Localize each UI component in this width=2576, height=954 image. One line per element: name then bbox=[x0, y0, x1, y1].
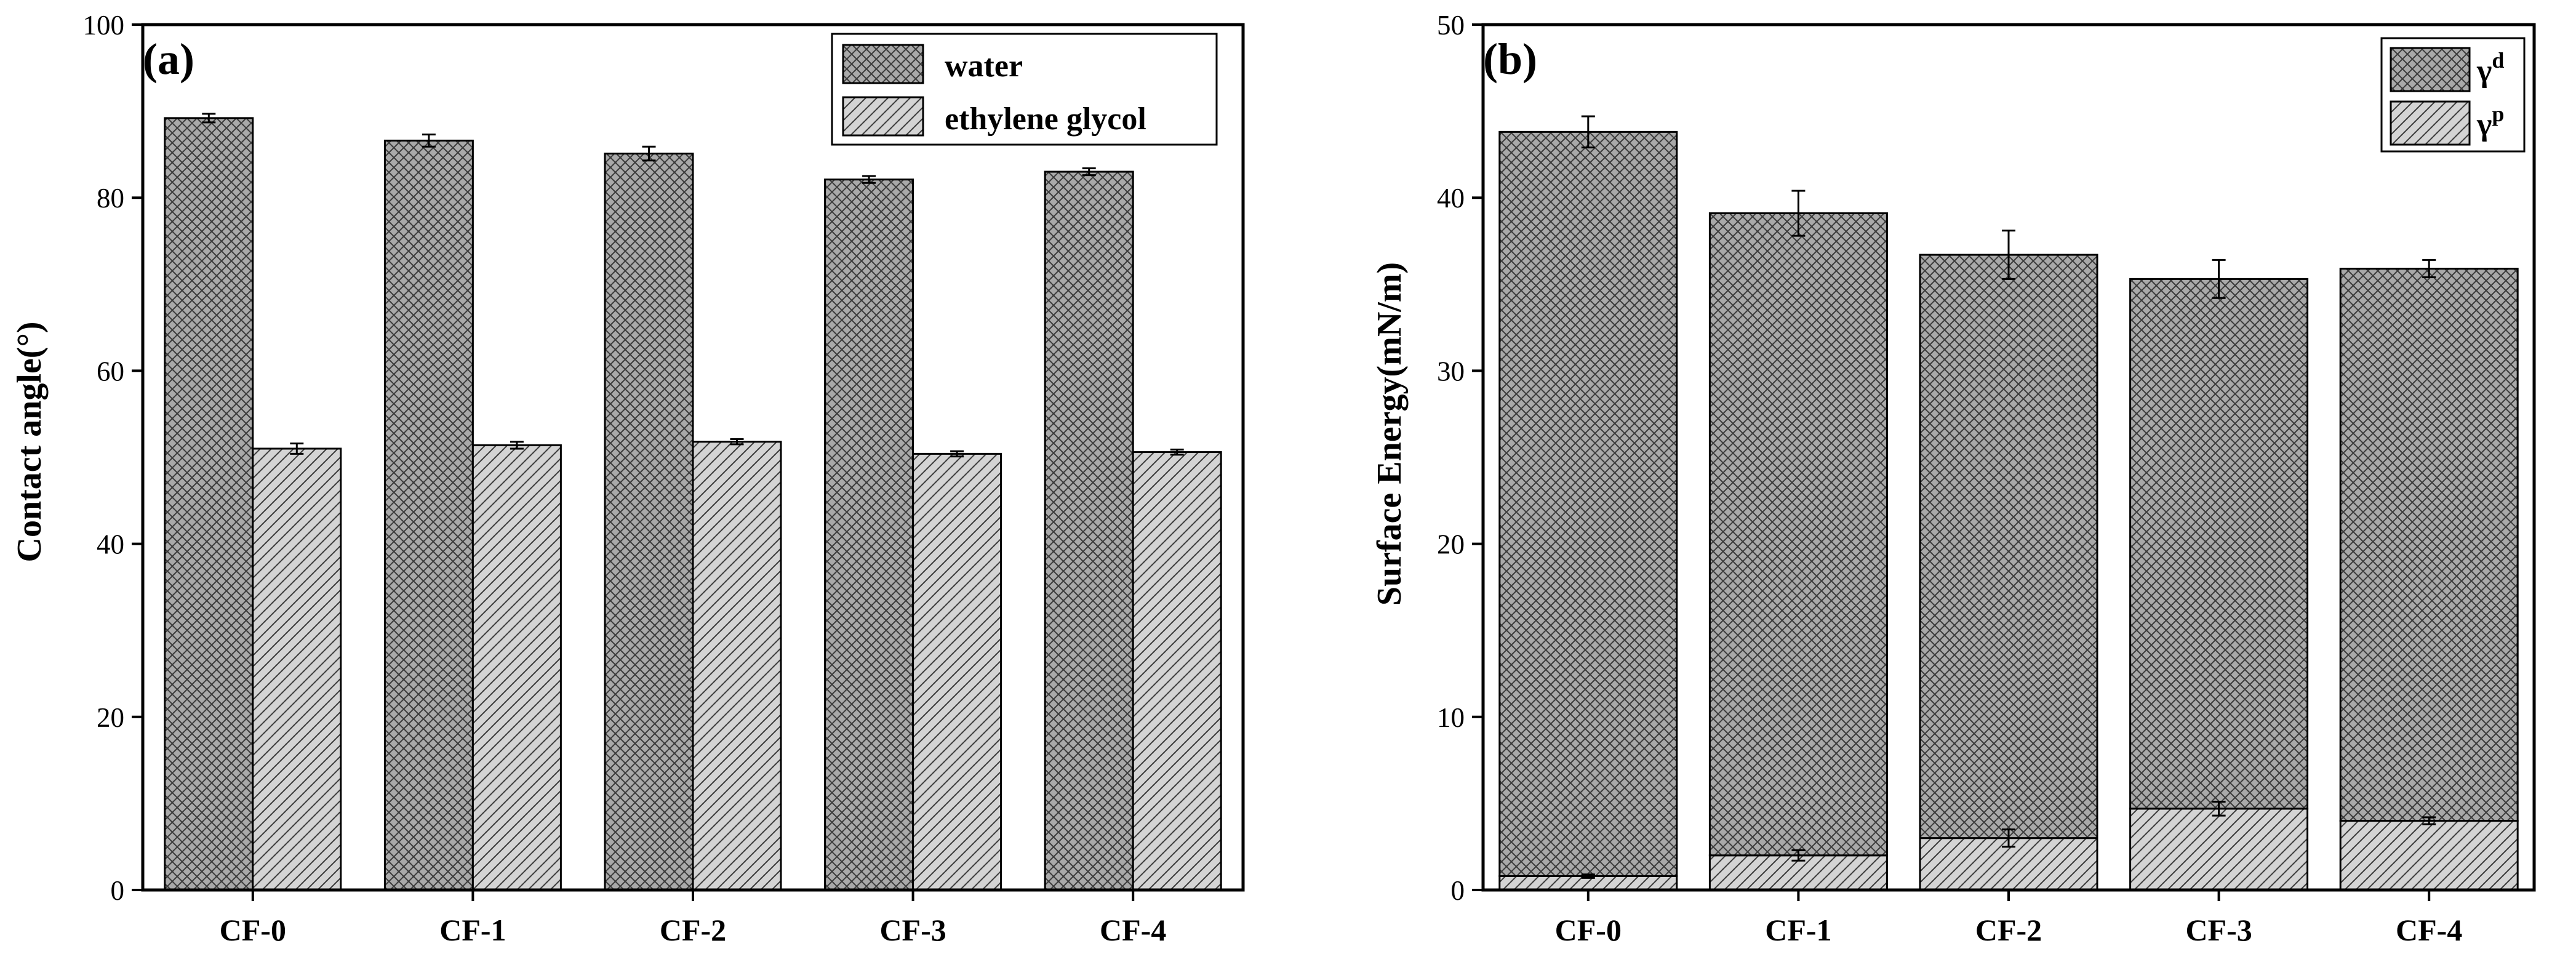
bar-water-cf-4 bbox=[1044, 170, 1134, 891]
panel-a-bars bbox=[164, 113, 1222, 891]
error-bar-water-cf-1 bbox=[422, 134, 436, 148]
panel-b-category-label-cf-4: CF-4 bbox=[2396, 913, 2462, 947]
legend-gamma-p: γ bbox=[2476, 107, 2492, 142]
error-bar-water-cf-3 bbox=[862, 175, 876, 184]
panel-b-legend: γd γp bbox=[2380, 37, 2526, 153]
bar-polar-cf-4 bbox=[2339, 820, 2519, 891]
error-bar-ethylene-glycol-cf-0 bbox=[290, 443, 304, 455]
panel-b-y-tick-label-5: 50 bbox=[1437, 10, 1465, 41]
panel-b-category-labels: CF-0 CF-1 CF-2 CF-3 CF-4 bbox=[1555, 890, 2462, 947]
panel-a-legend: water ethylene glycol bbox=[831, 33, 1218, 146]
error-bar-water-cf-2 bbox=[642, 145, 656, 162]
panel-a-category-label-cf-0: CF-0 bbox=[220, 913, 286, 947]
panel-a-category-label-cf-4: CF-4 bbox=[1100, 913, 1166, 947]
error-bar-ethylene-glycol-cf-4 bbox=[1170, 448, 1184, 456]
error-bar-dispersive-cf-4 bbox=[2422, 259, 2436, 279]
legend-swatch-ethylene-glycol bbox=[842, 96, 924, 137]
panel-a-category-label-cf-3: CF-3 bbox=[879, 913, 946, 947]
bar-polar-cf-3 bbox=[2129, 808, 2309, 891]
bar-dispersive-cf-1 bbox=[1708, 212, 1888, 857]
panel-b-y-tick-label-1: 10 bbox=[1437, 702, 1465, 733]
panel-b-y-ticks: 0 10 20 30 40 50 bbox=[1437, 10, 1483, 906]
bar-dispersive-cf-2 bbox=[1919, 254, 2098, 840]
error-bar-polar-cf-2 bbox=[2002, 828, 2015, 848]
panel-b-category-label-cf-0: CF-0 bbox=[1555, 913, 1622, 947]
panel-a-y-tick-label-1: 20 bbox=[97, 702, 124, 733]
legend-superscript-d: d bbox=[2492, 48, 2504, 73]
error-bar-ethylene-glycol-cf-1 bbox=[510, 441, 524, 450]
bar-ethylene-glycol-cf-0 bbox=[252, 447, 342, 891]
bar-ethylene-glycol-cf-4 bbox=[1132, 451, 1222, 891]
bar-water-cf-2 bbox=[604, 152, 694, 891]
error-bar-polar-cf-4 bbox=[2422, 816, 2436, 825]
panel-b-y-tick-label-2: 20 bbox=[1437, 529, 1465, 560]
panel-a-y-tick-label-4: 80 bbox=[97, 183, 124, 214]
bar-dispersive-cf-4 bbox=[2339, 267, 2519, 822]
panel-b-category-label-cf-3: CF-3 bbox=[2185, 913, 2252, 947]
legend-swatch-dispersive bbox=[2390, 47, 2471, 92]
panel-b-y-tick-label-4: 40 bbox=[1437, 183, 1465, 214]
bar-water-cf-3 bbox=[824, 178, 914, 891]
bar-water-cf-0 bbox=[164, 117, 254, 891]
panel-b-bars bbox=[1498, 115, 2519, 891]
panel-b-plot-frame bbox=[1481, 23, 2536, 892]
panel-b-y-tick-label-0: 0 bbox=[1451, 875, 1465, 906]
bar-dispersive-cf-3 bbox=[2129, 278, 2309, 810]
legend-label-dispersive: γd bbox=[2476, 48, 2504, 89]
bar-ethylene-glycol-cf-3 bbox=[912, 452, 1002, 891]
panel-a-y-axis-title: Contact angle(°) bbox=[10, 322, 49, 563]
panel-b-label: (b) bbox=[1483, 34, 1537, 84]
error-bar-dispersive-cf-2 bbox=[2002, 230, 2015, 280]
bar-ethylene-glycol-cf-2 bbox=[692, 441, 782, 891]
error-bar-water-cf-0 bbox=[202, 113, 216, 124]
panel-a-plot-frame bbox=[141, 23, 1245, 892]
panel-a-category-label-cf-1: CF-1 bbox=[439, 913, 506, 947]
panel-b-category-label-cf-2: CF-2 bbox=[1975, 913, 2042, 947]
bar-dispersive-cf-0 bbox=[1498, 130, 1678, 878]
error-bar-dispersive-cf-0 bbox=[1581, 115, 1595, 149]
legend-swatch-polar bbox=[2390, 100, 2471, 146]
legend-label-ethylene-glycol: ethylene glycol bbox=[945, 102, 1146, 137]
legend-superscript-p: p bbox=[2492, 102, 2504, 126]
error-bar-ethylene-glycol-cf-2 bbox=[730, 438, 744, 446]
panel-a-y-tick-label-3: 60 bbox=[97, 356, 124, 387]
error-bar-polar-cf-1 bbox=[1791, 849, 1806, 862]
error-bar-water-cf-4 bbox=[1082, 167, 1096, 177]
legend-label-polar: γp bbox=[2476, 102, 2504, 142]
error-bar-polar-cf-3 bbox=[2212, 801, 2226, 817]
error-bar-polar-cf-0 bbox=[1581, 873, 1595, 879]
error-bar-ethylene-glycol-cf-3 bbox=[950, 450, 964, 458]
panel-b-y-axis-title: Surface Energy(mN/m) bbox=[1370, 262, 1409, 606]
panel-a-y-tick-label-2: 40 bbox=[97, 529, 124, 560]
panel-a-category-labels: CF-0 CF-1 CF-2 CF-3 CF-4 bbox=[220, 890, 1166, 947]
bar-water-cf-1 bbox=[383, 139, 474, 891]
bar-ethylene-glycol-cf-1 bbox=[471, 444, 562, 891]
panel-a-label: (a) bbox=[143, 34, 194, 84]
legend-gamma-d: γ bbox=[2476, 54, 2492, 89]
panel-b-surface-energy: (b) Surface Energy(mN/m) 0 10 20 30 40 50 CF-… bbox=[1370, 10, 2536, 947]
legend-swatch-water bbox=[842, 44, 924, 84]
error-bar-dispersive-cf-1 bbox=[1791, 190, 1806, 237]
panel-b-category-label-cf-1: CF-1 bbox=[1765, 913, 1831, 947]
panel-a-y-tick-label-0: 0 bbox=[111, 875, 125, 906]
panel-a-category-label-cf-2: CF-2 bbox=[660, 913, 726, 947]
panel-a-y-ticks: 0 20 40 60 80 100 bbox=[83, 10, 143, 906]
panel-a-y-tick-label-5: 100 bbox=[83, 10, 125, 41]
error-bar-dispersive-cf-3 bbox=[2212, 259, 2226, 299]
legend-label-water: water bbox=[945, 49, 1023, 84]
panel-b-y-tick-label-3: 30 bbox=[1437, 356, 1465, 387]
